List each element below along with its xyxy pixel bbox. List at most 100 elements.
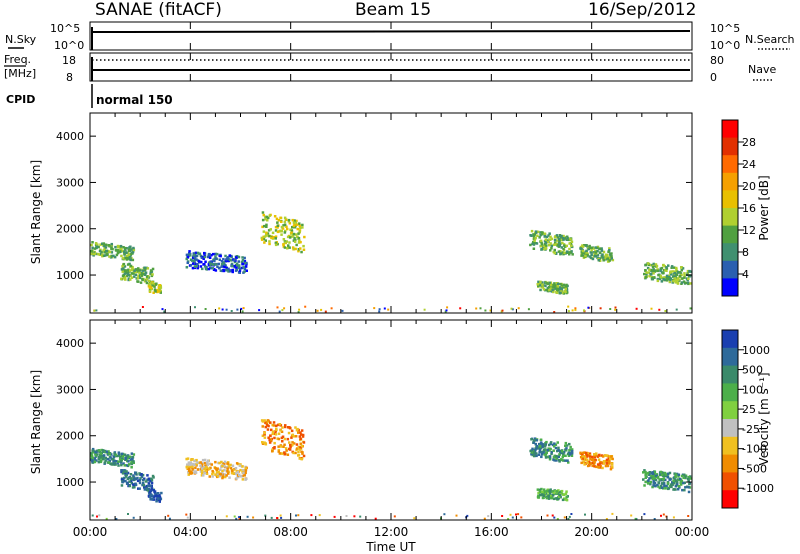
vel-noise-cell xyxy=(345,515,348,517)
vel-data-cell xyxy=(131,456,135,459)
power-data-cell xyxy=(158,290,161,293)
vel-data-cell xyxy=(152,489,155,492)
vel-data-cell xyxy=(269,434,272,437)
vel-data-cell xyxy=(671,483,674,487)
power-data-cell xyxy=(126,255,129,258)
colorbar-tick-label: 4 xyxy=(742,268,749,281)
power-data-cell xyxy=(606,253,609,257)
vel-data-cell xyxy=(108,459,111,462)
power-data-cell xyxy=(235,266,238,269)
vel-data-cell xyxy=(120,452,124,456)
power-noise-cell xyxy=(583,309,585,312)
power-data-cell xyxy=(669,271,672,274)
vel-data-cell xyxy=(127,460,130,463)
vel-data-cell xyxy=(551,490,555,493)
power-data-cell xyxy=(547,285,551,289)
vel-data-cell xyxy=(281,435,285,438)
vel-data-cell xyxy=(226,467,229,470)
vel-data-cell xyxy=(203,458,207,462)
nsky-label: N.Sky xyxy=(5,33,37,46)
vel-data-cell xyxy=(539,490,542,494)
vel-noise-cell xyxy=(443,513,446,516)
colorbar-swatch xyxy=(722,454,738,473)
vel-data-cell xyxy=(582,457,585,460)
power-data-cell xyxy=(266,232,270,235)
power-data-cell xyxy=(596,249,599,253)
vel-data-cell xyxy=(188,469,191,472)
power-data-cell xyxy=(606,257,610,260)
vel-noise-cell xyxy=(563,516,566,519)
vel-data-cell xyxy=(593,453,596,456)
power-data-cell xyxy=(553,251,556,255)
power-data-cell xyxy=(265,225,268,228)
power-data xyxy=(90,211,692,314)
vel-noise-cell xyxy=(246,515,249,518)
vel-data-cell xyxy=(99,455,103,459)
power-data-cell xyxy=(551,288,554,292)
vel-data-cell xyxy=(302,454,306,458)
power-data-cell xyxy=(677,271,680,274)
power-data-cell xyxy=(201,267,204,271)
vel-noise-cell xyxy=(91,514,94,517)
power-data-cell xyxy=(674,281,677,284)
power-data-cell xyxy=(653,264,657,268)
power-data-cell xyxy=(297,248,301,251)
power-data-cell xyxy=(204,266,208,269)
power-data-cell xyxy=(540,248,544,251)
vel-data-cell xyxy=(548,449,551,452)
vel-data-cell xyxy=(663,484,666,488)
power-data-cell xyxy=(233,264,236,268)
power-data-cell xyxy=(231,264,234,268)
vel-data-cell xyxy=(648,473,651,476)
power-noise-cell xyxy=(298,308,301,311)
vel-data-cell xyxy=(138,487,141,490)
vel-data-cell xyxy=(149,477,153,480)
power-data-cell xyxy=(594,246,597,249)
power-data-cell xyxy=(563,251,566,254)
power-data-cell xyxy=(545,235,549,239)
power-data-cell xyxy=(548,243,551,247)
vel-data-cell xyxy=(652,481,655,484)
power-colorbar-label: Power [dB] xyxy=(757,175,771,240)
vel-data-cell xyxy=(150,488,153,491)
power-data-cell xyxy=(560,289,563,293)
power-data-cell xyxy=(591,257,595,261)
power-data-cell xyxy=(296,227,299,231)
power-data-cell xyxy=(654,269,657,272)
vel-data-cell xyxy=(193,459,196,463)
colorbar-swatch xyxy=(722,225,738,244)
vel-data-cell xyxy=(586,452,589,455)
vel-data-cell xyxy=(536,488,540,491)
power-noise-cell xyxy=(281,309,284,312)
power-data-cell xyxy=(653,276,656,279)
power-data-cell xyxy=(243,270,246,273)
vel-data-cell xyxy=(123,464,126,467)
power-data-cell xyxy=(553,248,556,252)
power-noise-cell xyxy=(501,309,504,312)
power-data-cell xyxy=(563,244,566,247)
power-data-cell xyxy=(568,247,571,251)
vel-data-cell xyxy=(674,479,678,482)
vel-data-cell xyxy=(297,431,300,434)
power-data-cell xyxy=(130,248,133,251)
power-data-cell xyxy=(108,250,112,254)
vel-data-cell xyxy=(216,474,220,478)
vel-data-cell xyxy=(125,482,129,485)
power-data-cell xyxy=(656,279,660,283)
vel-data-cell xyxy=(649,476,653,479)
power-data-cell xyxy=(129,274,132,278)
vel-data-cell xyxy=(557,495,561,498)
vel-noise-cell xyxy=(132,516,135,519)
power-data-cell xyxy=(559,252,562,255)
power-data-cell xyxy=(274,235,278,238)
vel-data-cell xyxy=(261,434,265,437)
power-data-cell xyxy=(113,255,117,259)
vel-data-cell xyxy=(138,481,142,485)
power-data-cell xyxy=(240,260,244,264)
power-data-cell xyxy=(262,213,265,217)
vel-data-cell xyxy=(290,436,293,439)
vel-data-cell xyxy=(118,455,122,459)
vel-data-cell xyxy=(646,482,650,485)
freq-strip: Freq. [MHz] 18 8 80 0 Nave xyxy=(4,52,776,84)
power-data-cell xyxy=(277,219,281,222)
